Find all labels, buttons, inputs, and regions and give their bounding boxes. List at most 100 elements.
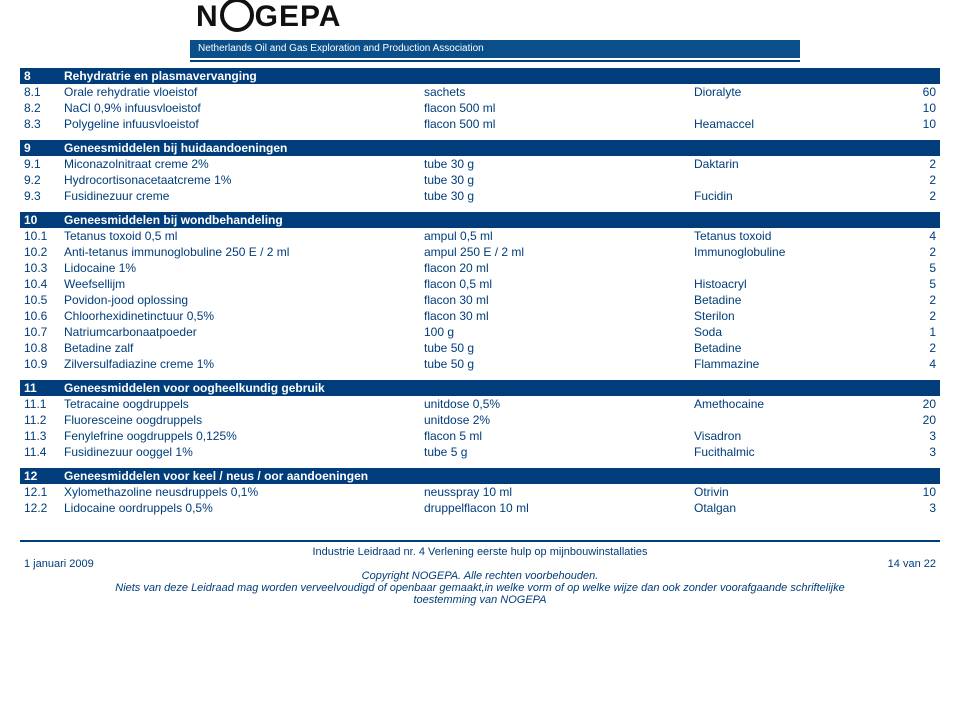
header-logo: NGEPA Netherlands Oil and Gas Exploratio… [20,4,940,68]
footer: Industrie Leidraad nr. 4 Verlening eerst… [20,546,940,606]
row-brand: Soda [690,324,900,340]
logo-wordmark: NGEPA [196,0,341,35]
row-dose: flacon 20 ml [420,260,690,276]
table-row: 11.3Fenylefrine oogdruppels 0,125%flacon… [20,428,940,444]
row-name: Tetanus toxoid 0,5 ml [60,228,420,244]
row-dose: ampul 0,5 ml [420,228,690,244]
table-row: 10.8Betadine zalftube 50 gBetadine2 [20,340,940,356]
row-brand [690,172,900,188]
row-brand: Heamaccel [690,116,900,132]
section-header: 11Geneesmiddelen voor oogheelkundig gebr… [20,380,940,396]
row-brand: Betadine [690,292,900,308]
row-dose: ampul 250 E / 2 ml [420,244,690,260]
table-row: 10.4Weefsellijmflacon 0,5 mlHistoacryl5 [20,276,940,292]
row-number: 11.2 [20,412,60,428]
row-dose: sachets [420,84,690,100]
row-brand [690,412,900,428]
row-name: Lidocaine 1% [60,260,420,276]
row-dose: flacon 30 ml [420,308,690,324]
section-header: 10Geneesmiddelen bij wondbehandeling [20,212,940,228]
row-brand: Daktarin [690,156,900,172]
row-qty: 10 [900,116,940,132]
row-number: 10.4 [20,276,60,292]
row-dose: tube 50 g [420,340,690,356]
row-dose: unitdose 0,5% [420,396,690,412]
row-number: 10.8 [20,340,60,356]
row-dose: flacon 30 ml [420,292,690,308]
row-brand: Sterilon [690,308,900,324]
row-name: Anti-tetanus immunoglobuline 250 E / 2 m… [60,244,420,260]
section-number: 12 [20,468,60,484]
logo-box: NGEPA Netherlands Oil and Gas Exploratio… [190,4,800,62]
footer-rule [20,540,940,542]
row-name: Betadine zalf [60,340,420,356]
row-dose: flacon 500 ml [420,100,690,116]
row-brand: Histoacryl [690,276,900,292]
row-name: Fusidinezuur creme [60,188,420,204]
logo-ring-icon [220,0,254,32]
row-name: Miconazolnitraat creme 2% [60,156,420,172]
row-number: 11.4 [20,444,60,460]
footer-page: 14 van 22 [888,558,936,570]
row-dose: tube 50 g [420,356,690,372]
row-dose: neusspray 10 ml [420,484,690,500]
section-header: 12Geneesmiddelen voor keel / neus / oor … [20,468,940,484]
row-qty: 2 [900,292,940,308]
row-number: 8.3 [20,116,60,132]
table-row: 9.3Fusidinezuur cremetube 30 gFucidin2 [20,188,940,204]
row-number: 8.2 [20,100,60,116]
table-row: 11.4Fusidinezuur ooggel 1%tube 5 gFucith… [20,444,940,460]
row-qty: 3 [900,444,940,460]
table-row: 11.1Tetracaine oogdruppelsunitdose 0,5%A… [20,396,940,412]
row-brand: Fucithalmic [690,444,900,460]
table-row: 10.3Lidocaine 1%flacon 20 ml5 [20,260,940,276]
row-brand: Otrivin [690,484,900,500]
table-row: 12.2Lidocaine oordruppels 0,5%druppelfla… [20,500,940,516]
row-brand: Visadron [690,428,900,444]
row-name: Povidon-jood oplossing [60,292,420,308]
row-qty: 2 [900,172,940,188]
row-brand: Immunoglobuline [690,244,900,260]
section-title: Geneesmiddelen bij huidaandoeningen [60,140,940,156]
row-name: Tetracaine oogdruppels [60,396,420,412]
row-number: 10.9 [20,356,60,372]
row-number: 12.1 [20,484,60,500]
row-name: Natriumcarbonaatpoeder [60,324,420,340]
row-brand: Flammazine [690,356,900,372]
row-name: Polygeline infuusvloeistof [60,116,420,132]
table-row: 10.9Zilversulfadiazine creme 1%tube 50 g… [20,356,940,372]
row-name: Fenylefrine oogdruppels 0,125% [60,428,420,444]
row-dose: tube 30 g [420,156,690,172]
row-qty: 60 [900,84,940,100]
section-title: Geneesmiddelen bij wondbehandeling [60,212,940,228]
table-row: 10.2Anti-tetanus immunoglobuline 250 E /… [20,244,940,260]
row-qty: 20 [900,396,940,412]
section-title: Geneesmiddelen voor keel / neus / oor aa… [60,468,940,484]
table-row: 8.2NaCl 0,9% infuusvloeistofflacon 500 m… [20,100,940,116]
row-qty: 1 [900,324,940,340]
section-number: 8 [20,68,60,84]
row-dose: tube 5 g [420,444,690,460]
row-number: 10.3 [20,260,60,276]
table-row: 10.1Tetanus toxoid 0,5 mlampul 0,5 mlTet… [20,228,940,244]
row-brand: Dioralyte [690,84,900,100]
table-row: 12.1Xylomethazoline neusdruppels 0,1%neu… [20,484,940,500]
row-qty: 2 [900,188,940,204]
section-header: 9Geneesmiddelen bij huidaandoeningen [20,140,940,156]
row-name: Lidocaine oordruppels 0,5% [60,500,420,516]
table-row: 11.2Fluoresceine oogdruppelsunitdose 2%2… [20,412,940,428]
row-number: 10.2 [20,244,60,260]
row-dose: druppelflacon 10 ml [420,500,690,516]
row-dose: flacon 5 ml [420,428,690,444]
row-qty: 3 [900,500,940,516]
section-header: 8Rehydratrie en plasmavervanging [20,68,940,84]
row-qty: 2 [900,156,940,172]
row-qty: 20 [900,412,940,428]
row-number: 10.5 [20,292,60,308]
row-dose: tube 30 g [420,188,690,204]
row-number: 11.3 [20,428,60,444]
table-row: 10.6Chloorhexidinetinctuur 0,5%flacon 30… [20,308,940,324]
row-name: Chloorhexidinetinctuur 0,5% [60,308,420,324]
footer-date: 1 januari 2009 [24,558,94,570]
row-qty: 2 [900,340,940,356]
